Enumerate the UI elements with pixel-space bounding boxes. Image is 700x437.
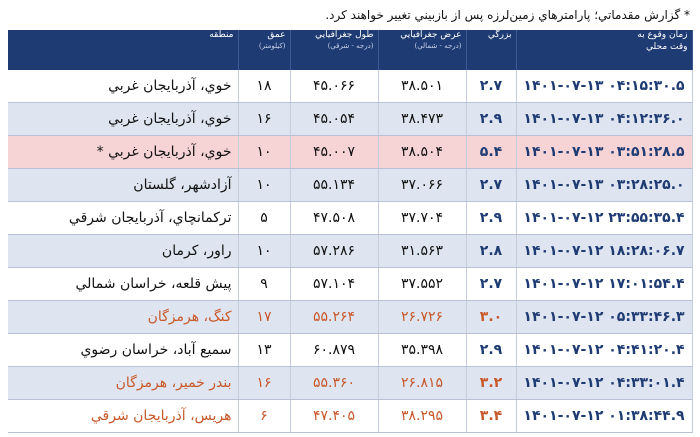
cell-latitude: ۲۶.۷۲۶ <box>378 300 467 334</box>
table-row: راور، كرمان ۱۰ ۵۷.۲۸۶ ۳۱.۵۶۳ ۲.۸ ۱۴۰۱-۰۷-۱۲ ۱… <box>8 234 693 268</box>
cell-region: پيش قلعه، خراسان شمالي <box>8 267 239 301</box>
header-depth: عمق (كيلومتر) <box>238 30 291 70</box>
cell-depth: ۱۷ <box>238 300 291 334</box>
cell-magnitude: ۲.۷ <box>466 168 517 202</box>
cell-magnitude: ۲.۹ <box>466 102 517 136</box>
cell-magnitude: ۳.۰ <box>466 300 517 334</box>
cell-longitude: ۴۵.۰۶۶ <box>290 70 379 103</box>
cell-region: خوي، آذربايجان غربي <box>8 102 239 136</box>
cell-depth: ۱۰ <box>238 135 291 169</box>
cell-depth: ۵ <box>238 201 291 235</box>
cell-region: كنگ، هرمزگان <box>8 300 239 334</box>
cell-time: ۱۴۰۱-۰۷-۱۲ ۰۱:۳۸:۴۴.۹ <box>516 399 693 433</box>
table-row: خوي، آذربايجان غربي ۱۶ ۴۵.۰۵۴ ۳۸.۴۷۳ ۲.۹ ۱۴۰۱… <box>8 102 693 136</box>
table-row: هريس، آذربايجان شرقي ۶ ۴۷.۴۰۵ ۳۸.۲۹۵ ۳.۴ ۱۴۰۱… <box>8 399 693 433</box>
cell-latitude: ۳۱.۵۶۳ <box>378 234 467 268</box>
cell-longitude: ۴۷.۵۰۸ <box>290 201 379 235</box>
header-latitude: عرض جغرافيايي (درجه - شمالي) <box>378 30 467 70</box>
table-row: تركمانچاي، آذربايجان شرقي ۵ ۴۷.۵۰۸ ۳۷.۷۰۴ ۲.… <box>8 201 693 235</box>
table-row: خوي، آذربايجان غربي ۱۸ ۴۵.۰۶۶ ۳۸.۵۰۱ ۲.۷ ۱۴۰۱… <box>8 70 693 103</box>
cell-time: ۱۴۰۱-۰۷-۱۲ ۱۸:۲۸:۰۶.۷ <box>516 234 693 268</box>
cell-magnitude: ۳.۲ <box>466 366 517 400</box>
cell-latitude: ۳۸.۵۰۴ <box>378 135 467 169</box>
cell-time: ۱۴۰۱-۰۷-۱۳ ۰۴:۱۲:۳۶.۰ <box>516 102 693 136</box>
cell-region: خوي، آذربايجان غربي <box>8 70 239 103</box>
table-row: پيش قلعه، خراسان شمالي ۹ ۵۷.۱۰۴ ۳۷.۵۵۲ ۲.۷ ۱۴… <box>8 267 693 301</box>
cell-region: آزادشهر، گلستان <box>8 168 239 202</box>
cell-latitude: ۳۷.۷۰۴ <box>378 201 467 235</box>
cell-depth: ۱۶ <box>238 366 291 400</box>
cell-longitude: ۴۵.۰۵۴ <box>290 102 379 136</box>
cell-time: ۱۴۰۱-۰۷-۱۳ ۰۴:۱۵:۳۰.۵ <box>516 70 693 103</box>
cell-latitude: ۳۷.۵۵۲ <box>378 267 467 301</box>
cell-depth: ۱۰ <box>238 168 291 202</box>
cell-magnitude: ۲.۹ <box>466 201 517 235</box>
earthquake-table-wrapper: منطقه عمق (كيلومتر) طول جغرافيايي (درجه - … <box>8 30 693 435</box>
cell-longitude: ۵۵.۲۶۴ <box>290 300 379 334</box>
cell-latitude: ۲۶.۸۱۵ <box>378 366 467 400</box>
cell-magnitude: ۲.۸ <box>466 234 517 268</box>
cell-latitude: ۳۵.۳۹۸ <box>378 333 467 367</box>
table-header: منطقه عمق (كيلومتر) طول جغرافيايي (درجه - … <box>8 30 693 70</box>
cell-latitude: ۳۸.۲۹۵ <box>378 399 467 433</box>
cell-longitude: ۴۵.۰۰۷ <box>290 135 379 169</box>
cell-depth: ۱۰ <box>238 234 291 268</box>
cell-magnitude: ۲.۷ <box>466 70 517 103</box>
earthquake-table: منطقه عمق (كيلومتر) طول جغرافيايي (درجه - … <box>8 30 693 433</box>
header-time: زمان وقوع به وقت محلي <box>516 30 693 70</box>
cell-depth: ۱۳ <box>238 333 291 367</box>
cell-longitude: ۵۷.۱۰۴ <box>290 267 379 301</box>
cell-latitude: ۳۸.۵۰۱ <box>378 70 467 103</box>
cell-latitude: ۳۷.۰۶۶ <box>378 168 467 202</box>
cell-longitude: ۴۷.۴۰۵ <box>290 399 379 433</box>
preliminary-report-note: * گزارش مقدماتي؛ پارامترهاي زمين‌لرزه پس… <box>325 8 690 22</box>
cell-region: بندر خمير، هرمزگان <box>8 366 239 400</box>
cell-longitude: ۵۵.۳۶۰ <box>290 366 379 400</box>
cell-region: راور، كرمان <box>8 234 239 268</box>
header-magnitude: بزرگي <box>466 30 517 70</box>
table-row: بندر خمير، هرمزگان ۱۶ ۵۵.۳۶۰ ۲۶.۸۱۵ ۳.۲ ۱۴۰۱-… <box>8 366 693 400</box>
cell-depth: ۱۸ <box>238 70 291 103</box>
cell-depth: ۶ <box>238 399 291 433</box>
table-body: خوي، آذربايجان غربي ۱۸ ۴۵.۰۶۶ ۳۸.۵۰۱ ۲.۷ ۱۴۰۱… <box>8 70 693 433</box>
cell-magnitude: ۳.۴ <box>466 399 517 433</box>
cell-magnitude: ۲.۹ <box>466 333 517 367</box>
cell-depth: ۹ <box>238 267 291 301</box>
cell-time: ۱۴۰۱-۰۷-۱۲ ۰۵:۳۳:۴۶.۳ <box>516 300 693 334</box>
cell-region: خوي، آذربايجان غربي * <box>8 135 239 169</box>
cell-time: ۱۴۰۱-۰۷-۱۳ ۰۳:۲۸:۲۵.۰ <box>516 168 693 202</box>
cell-longitude: ۵۵.۱۳۴ <box>290 168 379 202</box>
cell-time: ۱۴۰۱-۰۷-۱۲ ۰۴:۴۱:۲۰.۴ <box>516 333 693 367</box>
cell-region: تركمانچاي، آذربايجان شرقي <box>8 201 239 235</box>
cell-time: ۱۴۰۱-۰۷-۱۲ ۱۷:۰۱:۵۴.۴ <box>516 267 693 301</box>
cell-magnitude: ۲.۷ <box>466 267 517 301</box>
cell-latitude: ۳۸.۴۷۳ <box>378 102 467 136</box>
cell-time: ۱۴۰۱-۰۷-۱۳ ۰۳:۵۱:۲۸.۵ <box>516 135 693 169</box>
header-region: منطقه <box>8 30 239 70</box>
table-row: آزادشهر، گلستان ۱۰ ۵۵.۱۳۴ ۳۷.۰۶۶ ۲.۷ ۱۴۰۱-۰۷-… <box>8 168 693 202</box>
table-row: كنگ، هرمزگان ۱۷ ۵۵.۲۶۴ ۲۶.۷۲۶ ۳.۰ ۱۴۰۱-۰۷-۱۲ … <box>8 300 693 334</box>
header-longitude: طول جغرافيايي (درجه - شرقي) <box>290 30 379 70</box>
cell-longitude: ۵۷.۲۸۶ <box>290 234 379 268</box>
cell-depth: ۱۶ <box>238 102 291 136</box>
cell-region: سميع آباد، خراسان رضوي <box>8 333 239 367</box>
cell-time: ۱۴۰۱-۰۷-۱۲ ۰۴:۳۳:۰۱.۴ <box>516 366 693 400</box>
cell-magnitude: ۵.۴ <box>466 135 517 169</box>
cell-region: هريس، آذربايجان شرقي <box>8 399 239 433</box>
table-row: سميع آباد، خراسان رضوي ۱۳ ۶۰.۸۷۹ ۳۵.۳۹۸ ۲.۹ ۱… <box>8 333 693 367</box>
table-row: خوي، آذربايجان غربي * ۱۰ ۴۵.۰۰۷ ۳۸.۵۰۴ ۵.۴ ۱۴… <box>8 135 693 169</box>
cell-time: ۱۴۰۱-۰۷-۱۲ ۲۳:۵۵:۳۵.۴ <box>516 201 693 235</box>
cell-longitude: ۶۰.۸۷۹ <box>290 333 379 367</box>
